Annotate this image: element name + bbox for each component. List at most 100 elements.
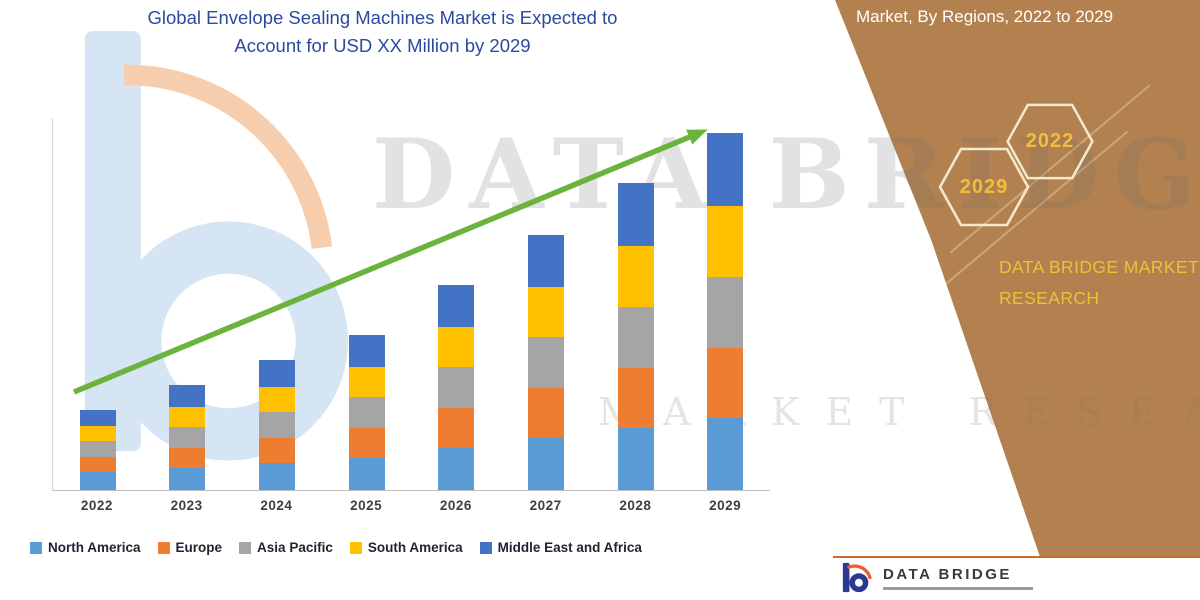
bar-segment-asia-pacific (79, 441, 116, 457)
legend-swatch (239, 541, 252, 554)
bar-segment-south-america (438, 327, 475, 367)
bar-column-2028 (591, 118, 681, 490)
stacked-bar (617, 183, 654, 490)
bar-segment-north-america (438, 448, 475, 490)
watermark-text-secondary: MARKET RESEARCH (598, 390, 1200, 434)
bar-segment-europe (527, 388, 564, 438)
chart-area: 2022 2023 2024 2025 2026 2027 2028 2029 (52, 118, 770, 513)
stacked-bar (348, 335, 385, 490)
bar-segment-south-america (617, 246, 654, 307)
legend-item: Asia Pacific (239, 540, 333, 555)
bar-segment-middle-east-and-africa (169, 385, 206, 407)
hex-badge-2029: 2029 (936, 146, 1032, 228)
bar-segment-asia-pacific (169, 427, 206, 448)
legend-label: South America (367, 540, 463, 555)
hex-badge-year: 2022 (1025, 130, 1075, 152)
bar-segment-asia-pacific (348, 397, 385, 428)
bar-segment-europe (169, 448, 206, 468)
chart-title-line1: Global Envelope Sealing Machines Market … (147, 7, 618, 28)
legend-swatch (349, 541, 362, 554)
footer-brand: DATA BRIDGE (840, 561, 1033, 595)
bar-column-2022 (53, 118, 143, 490)
bar-column-2026 (412, 118, 502, 490)
bar-segment-asia-pacific (617, 307, 654, 368)
stacked-bar (259, 360, 296, 490)
bar-segment-europe (438, 408, 475, 448)
chart-title-line2: Account for USD XX Million by 2029 (234, 34, 531, 56)
stacked-bar (438, 285, 475, 490)
bar-segment-south-america (169, 407, 206, 427)
hexagon-outline-icon (938, 147, 1030, 227)
footer-brand-text: DATA BRIDGE (883, 566, 1012, 584)
bar-segment-asia-pacific (438, 367, 475, 408)
panel-heading: Market, By Regions, 2022 to 2029 (856, 7, 1114, 26)
bar-column-2027 (501, 118, 591, 490)
panel-brand-line2: RESEARCH (999, 287, 1100, 308)
hex-badge-2022: 2022 (1004, 102, 1096, 181)
stacked-bar (79, 410, 116, 490)
x-axis-label: 2024 (260, 498, 293, 513)
panel-brand-text: DATA BRIDGE MARKET RESEARCH (999, 252, 1199, 313)
legend-item: South America (349, 540, 463, 555)
bar-column-2029 (680, 118, 770, 490)
bar-column-2023 (143, 118, 233, 490)
footer-brand-textblock: DATA BRIDGE (883, 566, 1033, 590)
legend-swatch (479, 541, 492, 554)
bar-segment-asia-pacific (707, 277, 744, 348)
legend-label: Europe (175, 540, 223, 555)
bar-segment-south-america (79, 426, 116, 441)
bar-segment-middle-east-and-africa (348, 335, 385, 367)
bar-segment-europe (259, 438, 296, 463)
bar-segment-europe (348, 428, 385, 458)
bar-segment-europe (707, 348, 744, 418)
legend-item: Europe (157, 540, 223, 555)
stacked-bar (527, 235, 564, 490)
chart-legend: North America Europe Asia Pacific South Ame… (30, 540, 642, 555)
x-axis-label: 2022 (80, 498, 113, 513)
legend-swatch (157, 541, 170, 554)
bar-segment-asia-pacific (259, 412, 296, 438)
footer-subtext-cropped (883, 587, 1033, 590)
bar-segment-middle-east-and-africa (259, 360, 296, 387)
bar-column-2025 (322, 118, 412, 490)
legend-item: Middle East and Africa (479, 540, 642, 555)
x-axis-labels: 2022 2023 2024 2025 2026 2027 2028 2029 (52, 498, 770, 513)
bar-segment-north-america (527, 438, 564, 490)
stacked-bar (169, 385, 206, 490)
bar-segment-europe (79, 457, 116, 472)
legend-item: North America (30, 540, 141, 555)
legend-swatch (30, 541, 42, 554)
bar-segment-north-america (259, 463, 296, 490)
x-axis-label: 2028 (619, 498, 652, 513)
hexagon-outline-icon (1006, 103, 1094, 180)
bar-segment-south-america (348, 367, 385, 397)
panel-brand-line1: DATA BRIDGE MARKET (999, 257, 1200, 277)
bar-segment-europe (617, 368, 654, 428)
chart-title: Global Envelope Sealing Machines Market … (55, 4, 710, 60)
x-axis-label: 2025 (350, 498, 383, 513)
bar-segment-south-america (527, 287, 564, 337)
stacked-bar (707, 133, 744, 490)
bar-segment-north-america (348, 458, 385, 490)
plot-area (52, 118, 770, 491)
bar-segment-north-america (617, 428, 654, 490)
bar-segment-middle-east-and-africa (438, 285, 475, 327)
footer-divider-line (833, 556, 1200, 558)
bar-segment-north-america (707, 418, 744, 490)
x-axis-label: 2023 (170, 498, 203, 513)
bar-segment-middle-east-and-africa (617, 183, 654, 246)
x-axis-label: 2027 (529, 498, 562, 513)
bar-segment-middle-east-and-africa (707, 133, 744, 206)
databridge-logo-icon (842, 562, 872, 593)
x-axis-label: 2026 (439, 498, 472, 513)
bar-segment-south-america (707, 206, 744, 277)
bar-segment-north-america (79, 472, 116, 490)
bar-segment-south-america (259, 387, 296, 412)
legend-label: North America (48, 540, 141, 555)
bar-segment-middle-east-and-africa (527, 235, 564, 287)
bar-segment-north-america (169, 468, 206, 490)
legend-label: Asia Pacific (257, 540, 333, 555)
legend-label: Middle East and Africa (497, 540, 642, 555)
bar-segment-asia-pacific (527, 337, 564, 388)
